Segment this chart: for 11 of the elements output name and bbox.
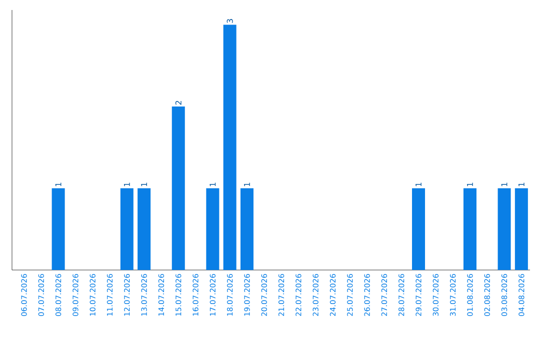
data-label: 1	[467, 182, 473, 186]
data-label: 3	[226, 19, 233, 23]
data-label: 1	[501, 182, 508, 186]
data-label: 1	[141, 182, 147, 186]
data-label: 1	[210, 182, 216, 186]
data-label: 1	[518, 182, 524, 186]
data-label: 2	[175, 100, 182, 105]
data-label: 1	[244, 182, 250, 186]
data-label: 1	[416, 182, 422, 186]
data-label: 1	[55, 182, 62, 186]
data-label: 1	[124, 182, 130, 186]
